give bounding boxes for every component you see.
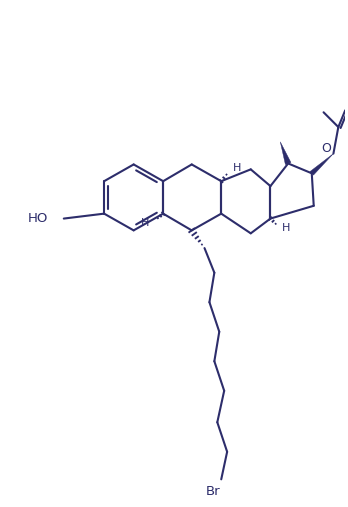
Polygon shape bbox=[280, 142, 291, 164]
Text: Br: Br bbox=[206, 485, 221, 498]
Text: HO: HO bbox=[28, 212, 48, 225]
Text: H: H bbox=[233, 163, 242, 173]
Text: H: H bbox=[282, 224, 291, 233]
Polygon shape bbox=[310, 154, 333, 175]
Text: H: H bbox=[141, 218, 149, 228]
Text: O: O bbox=[322, 142, 331, 155]
